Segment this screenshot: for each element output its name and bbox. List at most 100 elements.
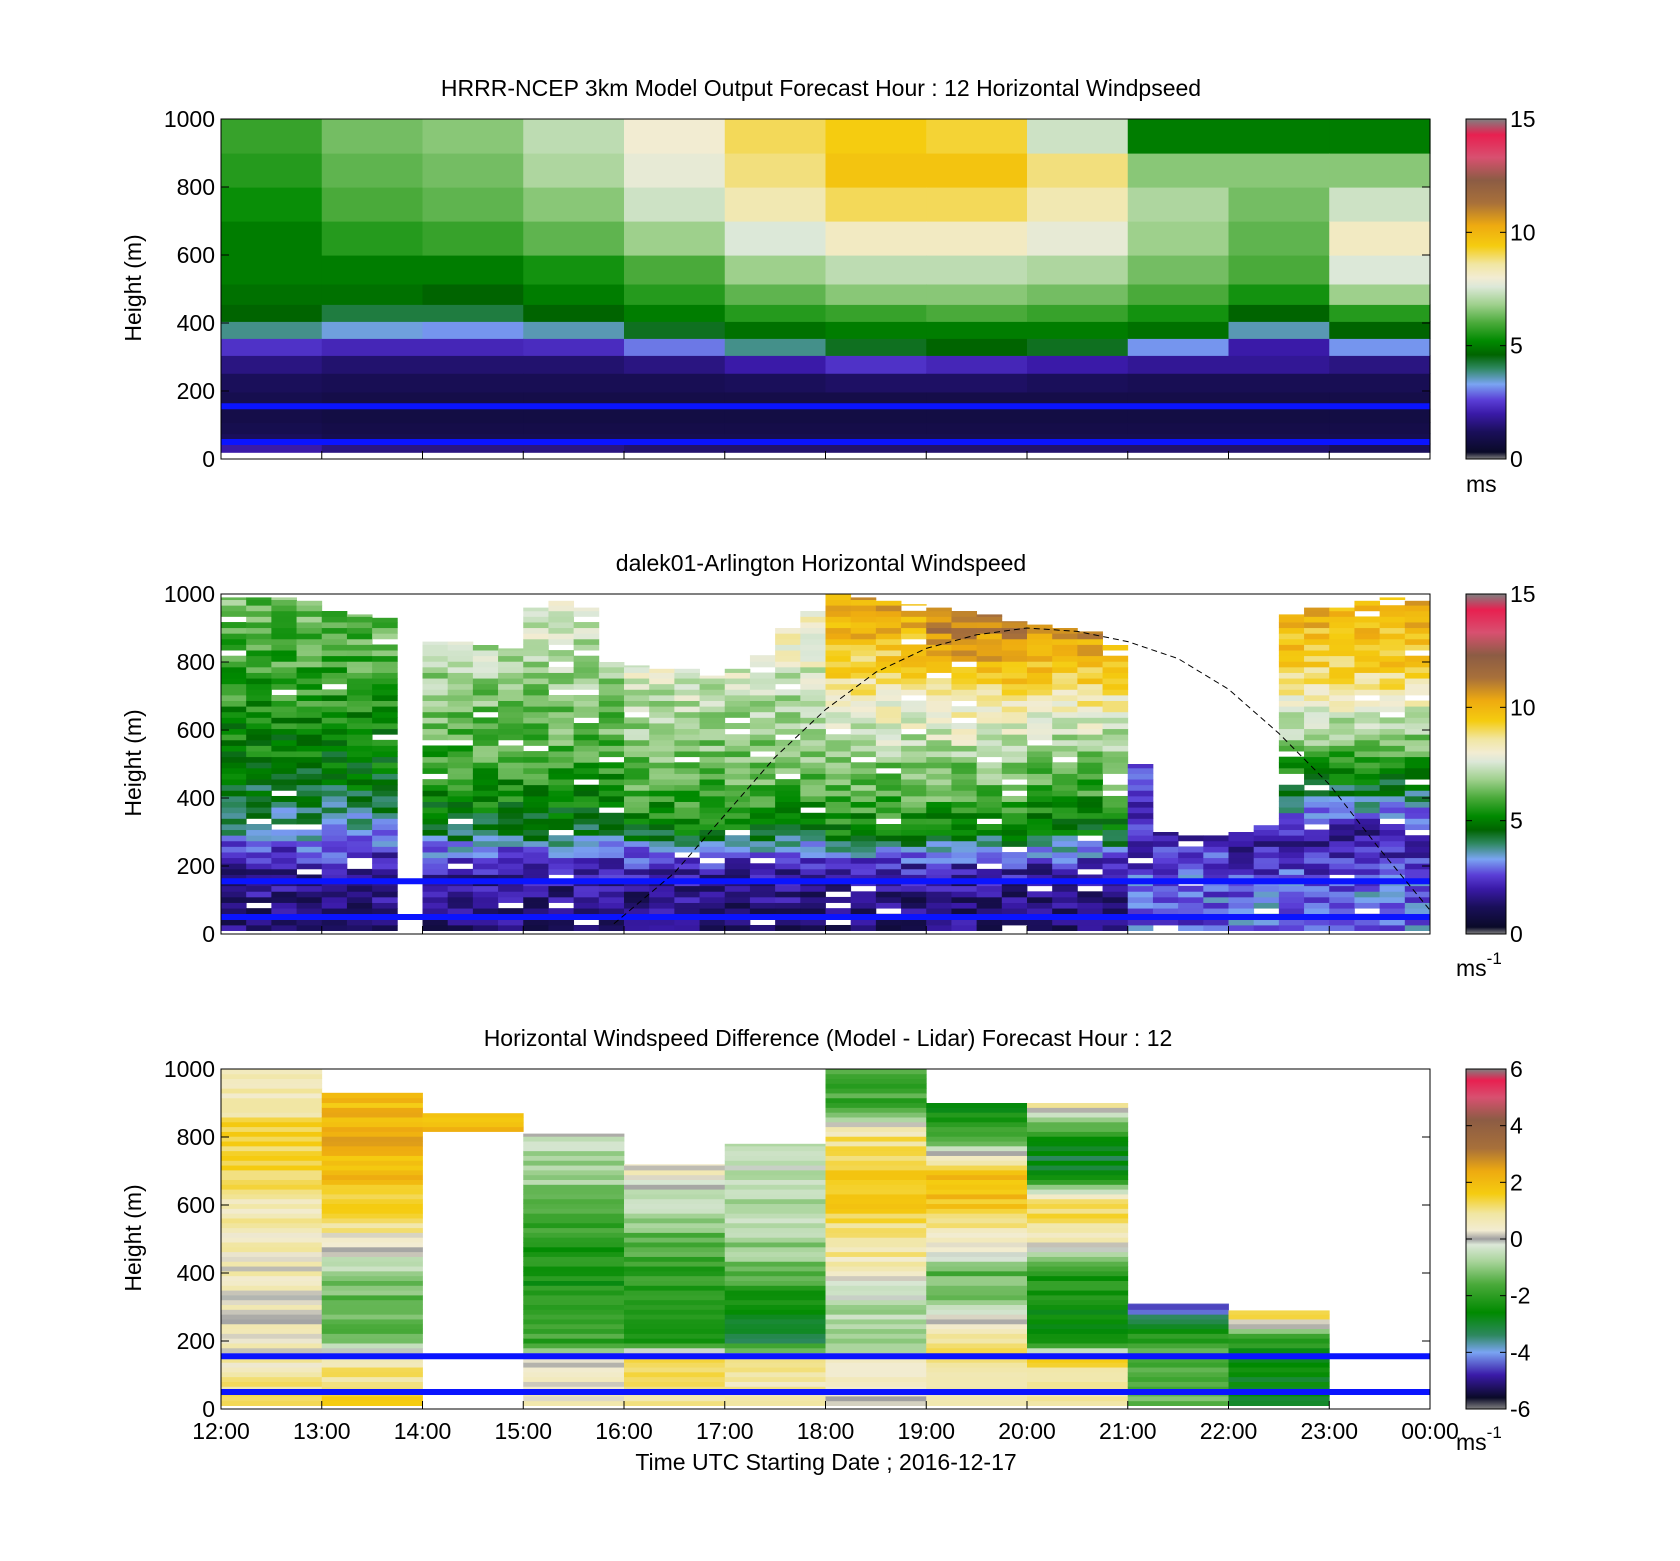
lidar-cell [1354, 728, 1381, 735]
lidar-cell [422, 840, 449, 847]
difference-cell [926, 1246, 1028, 1253]
lidar-cell [1203, 885, 1229, 892]
model-cell [321, 373, 424, 393]
lidar-cell [1404, 622, 1431, 629]
difference-cell [1027, 1343, 1129, 1349]
lidar-cell [749, 734, 776, 741]
lidar-cell [1379, 661, 1406, 668]
lidar-cell [1354, 751, 1381, 758]
model-cell [321, 408, 424, 424]
lidar-cell [1304, 908, 1330, 915]
lidar-cell [1077, 767, 1103, 774]
lidar-cell [523, 672, 549, 679]
difference-cell [624, 1319, 726, 1325]
lidar-cell [1404, 868, 1431, 875]
lidar-cell [246, 801, 272, 808]
lidar-cell [951, 723, 978, 730]
difference-cell [926, 1400, 1028, 1406]
lidar-cell [951, 773, 978, 780]
lidar-cell [1253, 857, 1280, 864]
lidar-cell [901, 902, 927, 909]
lidar-cell [674, 824, 700, 831]
panel-1-reference-lines [221, 403, 1430, 445]
lidar-cell [598, 751, 625, 758]
lidar-cell [296, 790, 323, 797]
lidar-cell [1102, 852, 1129, 859]
lidar-cell [321, 829, 348, 836]
lidar-cell [1278, 784, 1305, 791]
difference-cell [221, 1145, 323, 1152]
lidar-cell [1027, 683, 1053, 690]
difference-cell [422, 1121, 524, 1128]
difference-cell [724, 1261, 826, 1267]
difference-cell [1228, 1395, 1330, 1402]
lidar-cell [548, 655, 575, 662]
lidar-cell [926, 650, 952, 657]
lidar-cell [1102, 807, 1129, 814]
difference-cell [624, 1246, 726, 1253]
difference-cell [1127, 1333, 1229, 1339]
lidar-cell [624, 784, 650, 791]
lidar-cell [674, 846, 700, 853]
model-cell [321, 443, 424, 453]
lidar-cell [246, 689, 272, 696]
model-cell [523, 255, 625, 285]
lidar-cell [1404, 807, 1431, 814]
lidar-cell [296, 694, 323, 701]
lidar-cell [221, 597, 247, 601]
lidar-cell [926, 689, 952, 696]
model-cell [1329, 355, 1431, 374]
lidar-cell [674, 689, 700, 696]
lidar-cell [1329, 818, 1355, 825]
y-tick-label: 800 [177, 174, 215, 200]
lidar-cell [800, 846, 826, 853]
difference-cell [624, 1266, 726, 1272]
lidar-cell [271, 812, 297, 819]
lidar-cell [1304, 891, 1330, 898]
lidar-cell [1027, 812, 1053, 819]
lidar-cell [749, 863, 776, 870]
lidar-cell [321, 773, 348, 780]
difference-cell [523, 1400, 625, 1406]
lidar-cell [901, 863, 927, 870]
lidar-cell [875, 694, 902, 701]
difference-cell [624, 1242, 726, 1248]
model-cell [1228, 408, 1330, 424]
difference-cell [926, 1136, 1028, 1142]
lidar-cell [699, 852, 726, 859]
lidar-cell [221, 773, 247, 780]
lidar-cell [749, 700, 776, 707]
lidar-cell [321, 852, 348, 859]
difference-cell [1127, 1376, 1229, 1382]
lidar-cell [1027, 824, 1053, 831]
lidar-cell [951, 650, 978, 657]
lidar-cell [523, 650, 549, 657]
lidar-cell [523, 908, 549, 915]
difference-cell [321, 1136, 423, 1142]
lidar-cell [1077, 801, 1103, 808]
lidar-cell [523, 689, 549, 696]
difference-cell [321, 1299, 423, 1306]
lidar-cell [271, 751, 297, 758]
model-cell [523, 433, 625, 445]
lidar-cell [724, 885, 751, 892]
lidar-cell [523, 779, 549, 786]
lidar-cell [1354, 700, 1381, 707]
model-cell [1127, 153, 1230, 188]
lidar-cell [472, 655, 499, 662]
lidar-cell [422, 700, 449, 707]
model-cell [825, 408, 927, 424]
lidar-cell [699, 840, 726, 847]
lidar-cell [1329, 706, 1355, 713]
model-cell [221, 443, 323, 453]
lidar-cell [346, 846, 373, 853]
lidar-cell [321, 717, 348, 724]
lidar-cell [1178, 885, 1204, 892]
lidar-cell [724, 908, 751, 915]
lidar-cell [221, 852, 247, 859]
x-tick-label: 20:00 [998, 1418, 1056, 1444]
lidar-cell [1052, 919, 1078, 926]
lidar-cell [926, 723, 952, 730]
lidar-cell [901, 779, 927, 786]
difference-cell [926, 1299, 1028, 1306]
